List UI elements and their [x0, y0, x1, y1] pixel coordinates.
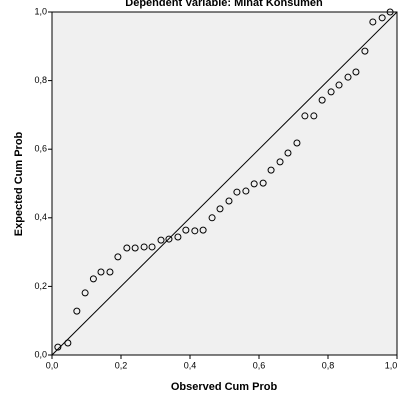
x-tick-label: 0,6	[253, 360, 266, 370]
y-axis-title: Expected Cum Prob	[13, 131, 25, 236]
point	[191, 227, 199, 235]
y-tick-label: 0,4	[34, 212, 47, 222]
x-tick-label: 1,0	[385, 360, 398, 370]
point	[81, 289, 89, 297]
point	[140, 243, 148, 251]
point	[225, 197, 233, 205]
y-tick-label: 0,2	[34, 281, 47, 291]
point	[327, 88, 335, 96]
point	[89, 275, 97, 283]
point	[97, 268, 105, 276]
point	[208, 214, 216, 222]
point	[157, 236, 165, 244]
point	[386, 8, 394, 16]
point	[318, 96, 326, 104]
point	[352, 68, 360, 76]
y-tick-label: 0,8	[34, 75, 47, 85]
point	[301, 112, 309, 120]
point	[242, 187, 250, 195]
point	[335, 81, 343, 89]
y-tick-label: 1,0	[34, 6, 47, 16]
x-tick-label: 0,8	[322, 360, 335, 370]
point	[369, 18, 377, 26]
point	[148, 243, 156, 251]
point	[310, 112, 318, 120]
point	[293, 139, 301, 147]
y-tick-label: 0,0	[34, 349, 47, 359]
x-tick-label: 0,4	[184, 360, 197, 370]
y-tick-label: 0,6	[34, 144, 47, 154]
point	[106, 268, 114, 276]
point	[378, 14, 386, 22]
point	[174, 233, 182, 241]
point	[199, 226, 207, 234]
point	[284, 149, 292, 157]
point	[276, 158, 284, 166]
x-tick-label: 0,2	[115, 360, 128, 370]
point	[114, 253, 122, 261]
point	[165, 235, 173, 243]
point	[216, 205, 224, 213]
point	[344, 73, 352, 81]
point	[131, 244, 139, 252]
point	[267, 166, 275, 174]
point	[361, 47, 369, 55]
x-axis-title: Observed Cum Prob	[171, 381, 278, 393]
point	[259, 179, 267, 187]
point	[123, 244, 131, 252]
point	[73, 307, 81, 315]
x-tick-label: 0,0	[46, 360, 59, 370]
chart-title: Dependent Variable: Minat Konsumen	[125, 0, 323, 9]
point	[64, 339, 72, 347]
point	[250, 180, 258, 188]
reference-line	[51, 11, 398, 356]
point	[233, 188, 241, 196]
point	[182, 226, 190, 234]
point	[54, 343, 62, 351]
